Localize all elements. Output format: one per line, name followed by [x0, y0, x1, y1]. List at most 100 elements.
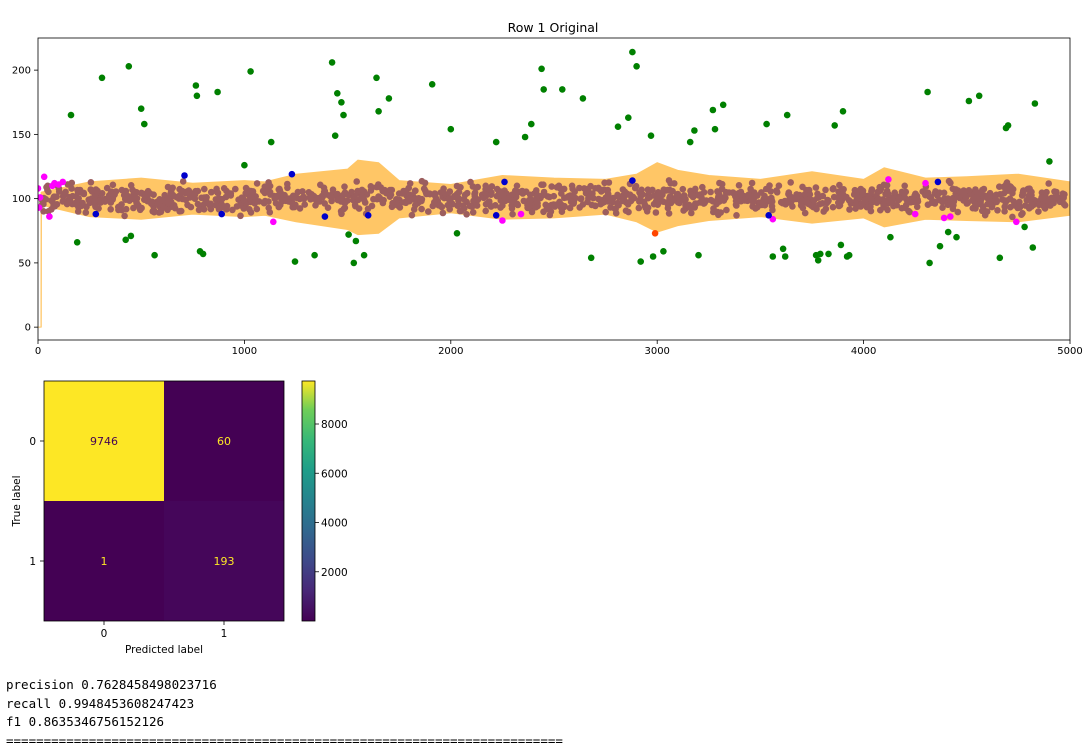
value-point	[92, 197, 99, 204]
value-point	[580, 201, 587, 208]
value-point	[213, 186, 220, 193]
value-point	[606, 179, 613, 186]
value-point	[168, 190, 175, 197]
value-point	[138, 190, 145, 197]
value-point	[195, 201, 202, 208]
value-point	[179, 188, 186, 195]
anomaly-point	[650, 253, 657, 260]
value-point	[707, 189, 714, 196]
value-point	[934, 192, 941, 199]
value-point	[301, 194, 308, 201]
value-point	[982, 192, 989, 199]
value-point	[787, 179, 794, 186]
value-point	[749, 180, 756, 187]
value-point	[813, 206, 820, 213]
anomaly-point	[780, 246, 787, 253]
value-point	[799, 184, 806, 191]
value-point	[774, 189, 781, 196]
value-point	[860, 190, 867, 197]
anomaly-point	[334, 90, 341, 97]
value-point	[361, 188, 368, 195]
value-point	[994, 207, 1001, 214]
anomaly-point	[538, 66, 545, 73]
value-point	[554, 201, 561, 208]
anomaly-point	[268, 139, 275, 146]
value-point	[1048, 195, 1055, 202]
value-point	[623, 207, 630, 214]
value-point	[1028, 195, 1035, 202]
anomaly-point	[332, 132, 339, 139]
value-point	[248, 209, 255, 216]
anomaly-point	[126, 63, 133, 70]
value-point	[637, 197, 644, 204]
value-point	[653, 209, 660, 216]
value-point	[306, 194, 313, 201]
value-point	[925, 201, 932, 208]
value-point	[659, 192, 666, 199]
value-point	[418, 206, 425, 213]
value-point	[912, 191, 919, 198]
value-point	[472, 189, 479, 196]
matrix-y-tick-label: 1	[29, 556, 36, 568]
value-point	[667, 187, 674, 194]
value-point	[378, 184, 385, 191]
value-point	[485, 185, 492, 192]
value-point	[807, 191, 814, 198]
anomaly-point	[1005, 122, 1012, 129]
missed-point	[765, 212, 772, 219]
value-point	[267, 191, 274, 198]
anomaly-point	[924, 89, 931, 96]
value-point	[72, 200, 79, 207]
scatter-plot-area	[35, 49, 1070, 327]
value-point	[440, 189, 447, 196]
value-point	[789, 203, 796, 210]
value-point	[666, 210, 673, 217]
value-point	[692, 200, 699, 207]
anomaly-point	[637, 258, 644, 265]
value-point	[790, 195, 797, 202]
value-point	[538, 181, 545, 188]
anomaly-point	[247, 68, 254, 75]
flagged-point	[60, 179, 67, 186]
anomaly-point	[997, 254, 1004, 261]
anomaly-point	[588, 254, 595, 261]
value-point	[394, 202, 401, 209]
value-point	[601, 199, 608, 206]
value-point	[688, 192, 695, 199]
value-point	[455, 195, 462, 202]
value-point	[457, 208, 464, 215]
anomaly-point	[345, 231, 352, 238]
value-point	[587, 183, 594, 190]
value-point	[698, 195, 705, 202]
missed-point	[93, 211, 100, 218]
anomaly-point	[615, 123, 622, 130]
value-point	[75, 208, 82, 215]
value-point	[102, 198, 109, 205]
value-point	[688, 210, 695, 217]
value-point	[803, 198, 810, 205]
flagged-point	[941, 215, 948, 222]
value-point	[636, 205, 643, 212]
value-point	[636, 189, 643, 196]
value-point	[1045, 180, 1052, 187]
value-point	[267, 183, 274, 190]
value-point	[220, 204, 227, 211]
value-point	[997, 191, 1004, 198]
value-point	[822, 187, 829, 194]
matrix-cell-value: 60	[217, 435, 231, 448]
value-point	[180, 178, 187, 185]
value-point	[192, 188, 199, 195]
missed-point	[181, 172, 188, 179]
value-point	[675, 191, 682, 198]
anomaly-point	[695, 252, 702, 259]
value-point	[53, 193, 60, 200]
anomaly-point	[825, 251, 832, 258]
value-point	[348, 189, 355, 196]
value-point	[620, 186, 627, 193]
value-point	[1016, 199, 1023, 206]
value-point	[540, 209, 547, 216]
value-point	[241, 205, 248, 212]
anomaly-point	[429, 81, 436, 88]
value-point	[1038, 195, 1045, 202]
